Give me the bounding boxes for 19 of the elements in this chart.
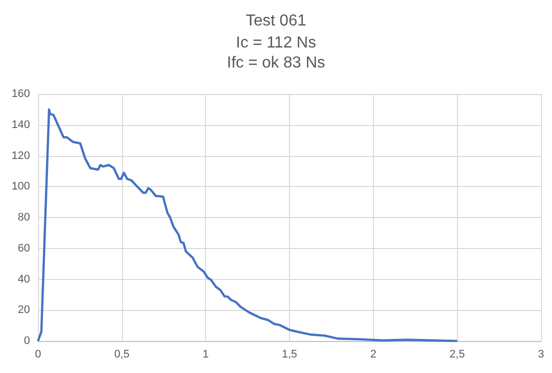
x-tick-label: 0 bbox=[34, 348, 42, 360]
x-tick-label: 0,5 bbox=[114, 348, 130, 360]
y-tick-label: 60 bbox=[18, 242, 30, 254]
x-tick-label: 2 bbox=[370, 348, 376, 360]
y-tick-label: 100 bbox=[12, 180, 30, 193]
y-tick-label: 40 bbox=[18, 273, 30, 286]
x-tick-label: 3 bbox=[538, 348, 544, 360]
x-tick-label: 1 bbox=[202, 348, 209, 360]
x-tick-label: 1,5 bbox=[282, 348, 298, 360]
y-tick-label: 160 bbox=[12, 88, 30, 100]
chart-subtitle: Ic = 112 Ns Ifc = ok 83 Ns bbox=[226, 34, 326, 72]
y-tick-label: 120 bbox=[12, 150, 30, 162]
chart-title: Test 061 bbox=[246, 12, 306, 30]
y-tick-label: 20 bbox=[18, 304, 30, 316]
y-tick-label: 0 bbox=[24, 335, 30, 347]
line-series bbox=[36, 108, 458, 342]
y-tick-label: 80 bbox=[18, 212, 30, 224]
y-tick-label: 140 bbox=[12, 118, 30, 131]
x-tick-label: 2,5 bbox=[450, 348, 465, 360]
